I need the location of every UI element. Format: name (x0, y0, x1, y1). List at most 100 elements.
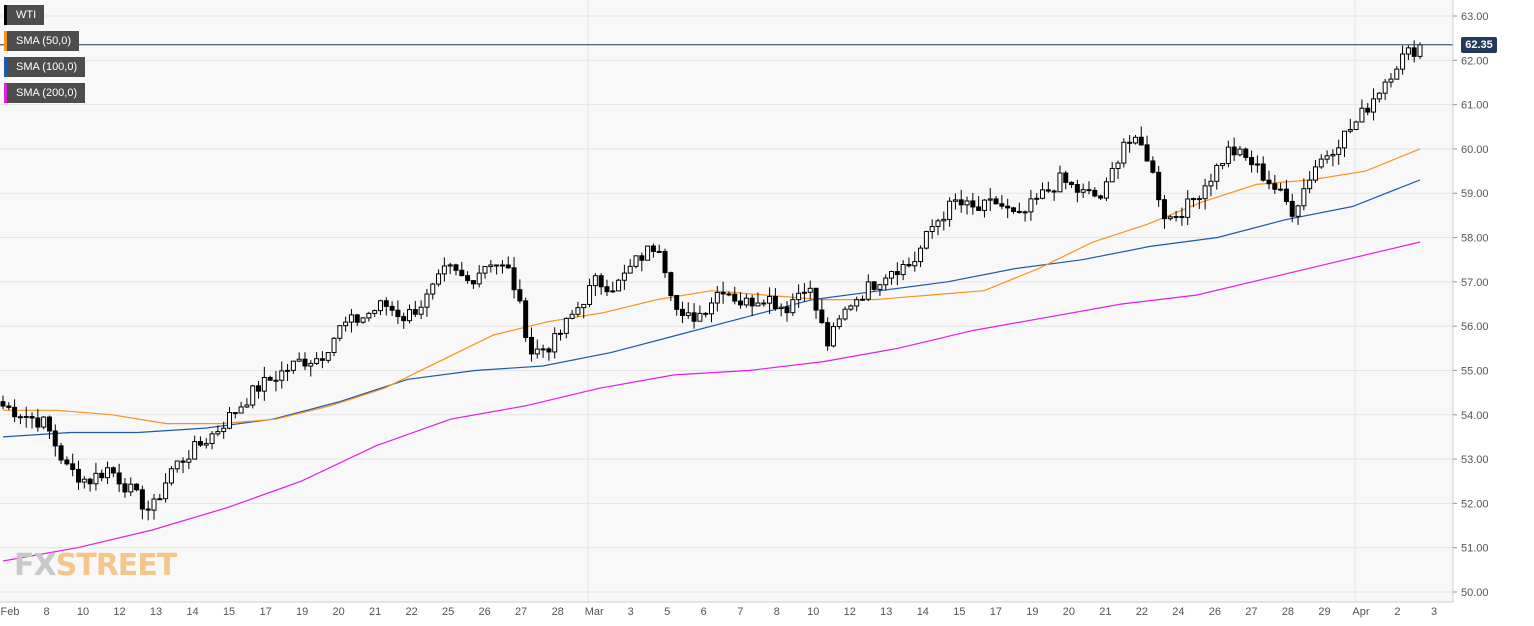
candle-body (906, 264, 912, 267)
candle-body (1353, 121, 1359, 131)
candle-body (465, 275, 471, 282)
candle-body (523, 300, 529, 339)
candle-body (743, 297, 749, 306)
candle-body (447, 264, 453, 267)
legend-label-sma-50: SMA (50,0) (16, 35, 72, 47)
y-tick-label: 56.00 (1461, 321, 1489, 333)
x-tick-label: 15 (953, 606, 965, 618)
candle-body (29, 416, 35, 419)
candle-body (296, 358, 302, 362)
candle-body (1109, 167, 1115, 183)
candle-body (790, 299, 796, 314)
candle-body (894, 271, 900, 276)
candle-body (244, 404, 250, 408)
candle-body (360, 317, 366, 323)
x-tick-label: 19 (1026, 606, 1038, 618)
x-tick-label: 21 (1099, 606, 1111, 618)
candle-body (1254, 163, 1260, 166)
candle-body (203, 443, 209, 446)
legend-swatch-sma-200 (4, 83, 7, 103)
sma-50-series (3, 148, 1421, 425)
candle-body (1405, 47, 1411, 55)
x-tick-label: 3 (1431, 606, 1437, 618)
candle-body (1301, 188, 1307, 207)
candle-body (1040, 189, 1046, 199)
candle-body (1138, 136, 1144, 146)
candle-body (308, 362, 314, 367)
x-tick-label: 12 (113, 606, 125, 618)
candle-body (697, 312, 703, 322)
candle-body (354, 314, 360, 323)
x-tick-label: 22 (1136, 606, 1148, 618)
x-tick-label: 2 (1394, 606, 1400, 618)
legend-item-sma-100: SMA (100,0) (4, 57, 86, 77)
candle-body (1063, 172, 1069, 183)
x-tick-label: 26 (1209, 606, 1221, 618)
candle-body (540, 348, 546, 351)
candle-body (1231, 146, 1237, 156)
candle-body (1150, 160, 1156, 173)
candle-body (168, 468, 174, 484)
candle-body (964, 200, 970, 206)
candle-body (99, 472, 105, 479)
candle-body (1179, 215, 1185, 218)
candle-body (720, 291, 726, 295)
candle-body (726, 293, 732, 296)
candle-body (1365, 107, 1371, 113)
candle-body (197, 441, 203, 446)
candle-body (929, 225, 935, 233)
candle-body (1312, 166, 1318, 181)
sma-50-line (3, 148, 1421, 425)
candle-body (58, 445, 64, 461)
candle-body (1051, 190, 1057, 193)
candle-body (958, 199, 964, 206)
x-tick-label: 28 (1282, 606, 1294, 618)
candle-body (366, 312, 372, 319)
candle-body (836, 318, 842, 328)
candle-body (807, 287, 813, 293)
candle-body (1220, 162, 1226, 166)
x-tick-label: 24 (1172, 606, 1184, 618)
x-tick-label: 14 (186, 606, 198, 618)
candle-body (145, 508, 151, 511)
y-tick-label: 51.00 (1461, 543, 1489, 555)
y-tick-label: 58.00 (1461, 233, 1489, 245)
candle-body (976, 206, 982, 211)
candle-body (825, 322, 831, 347)
candle-body (134, 483, 140, 491)
candle-body (877, 284, 883, 290)
wti-candles (0, 40, 1423, 521)
candle-body (337, 325, 343, 339)
candle-body (889, 271, 895, 279)
candle-body (180, 460, 186, 463)
candle-body (1342, 130, 1348, 149)
candle-body (935, 220, 941, 227)
y-tick-label: 54.00 (1461, 410, 1489, 422)
candle-body (1173, 215, 1179, 218)
candle-body (1132, 136, 1138, 144)
x-tick-label: 13 (150, 606, 162, 618)
candle-body (1283, 188, 1289, 203)
candle-body (372, 310, 378, 314)
candle-body (952, 199, 958, 202)
candle-body (1318, 158, 1324, 168)
candle-body (517, 289, 523, 302)
candle-body (1382, 81, 1388, 94)
x-tick-label: Mar (585, 606, 604, 618)
candle-body (139, 489, 145, 510)
candle-body (1225, 146, 1231, 164)
candle-body (1010, 207, 1016, 212)
legend-label-wti: WTI (16, 9, 37, 21)
candle-body (290, 360, 296, 371)
candle-body (395, 309, 401, 318)
candle-body (238, 406, 244, 414)
candle-body (709, 302, 714, 315)
candle-body (772, 295, 778, 309)
candle-body (1347, 129, 1353, 132)
candle-body (1394, 68, 1400, 80)
candle-body (482, 266, 488, 274)
candle-body (581, 303, 587, 309)
candle-body (732, 293, 738, 302)
candle-body (430, 283, 436, 295)
candle-body (592, 275, 598, 287)
